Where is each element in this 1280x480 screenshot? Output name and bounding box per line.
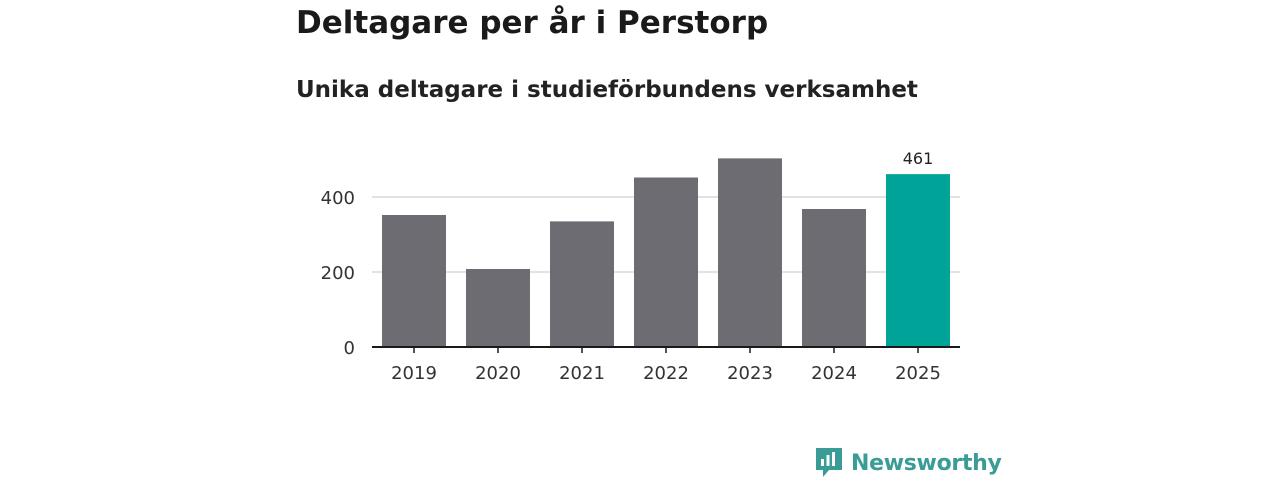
- y-axis-ticks: 0 200 400: [321, 188, 355, 359]
- y-tick-label: 200: [321, 263, 355, 284]
- newsworthy-brand: Newsworthy: [814, 446, 1002, 480]
- bar-2022: [634, 177, 698, 347]
- data-labels: 461: [903, 149, 934, 168]
- bar-2025: [886, 174, 950, 347]
- x-tick-label: 2022: [643, 363, 689, 384]
- x-tick-label: 2020: [475, 363, 521, 384]
- y-tick-label: 0: [344, 338, 355, 359]
- bars: [382, 158, 950, 347]
- newsworthy-logo-icon: [816, 448, 842, 477]
- bar-2020: [466, 269, 530, 347]
- bar-2019: [382, 215, 446, 347]
- data-label-2025: 461: [903, 149, 934, 168]
- y-tick-label: 400: [321, 188, 355, 209]
- x-tick-label: 2024: [811, 363, 857, 384]
- x-axis-ticks: 2019 2020 2021 2022 2023 2024 2025: [391, 347, 941, 384]
- chart-title: Deltagare per år i Perstorp: [296, 5, 769, 41]
- x-tick-label: 2019: [391, 363, 437, 384]
- bar-2024: [802, 209, 866, 347]
- x-tick-label: 2025: [895, 363, 941, 384]
- brand-name: Newsworthy: [851, 450, 1002, 476]
- bar-2023: [718, 158, 782, 347]
- chart-subtitle: Unika deltagare i studieförbundens verks…: [296, 77, 918, 103]
- bar-chart: 0 200 400 2019 2020 2021 2022 2023 2024 2025 461: [321, 149, 960, 384]
- bar-2021: [550, 221, 614, 347]
- x-tick-label: 2023: [727, 363, 773, 384]
- x-tick-label: 2021: [559, 363, 605, 384]
